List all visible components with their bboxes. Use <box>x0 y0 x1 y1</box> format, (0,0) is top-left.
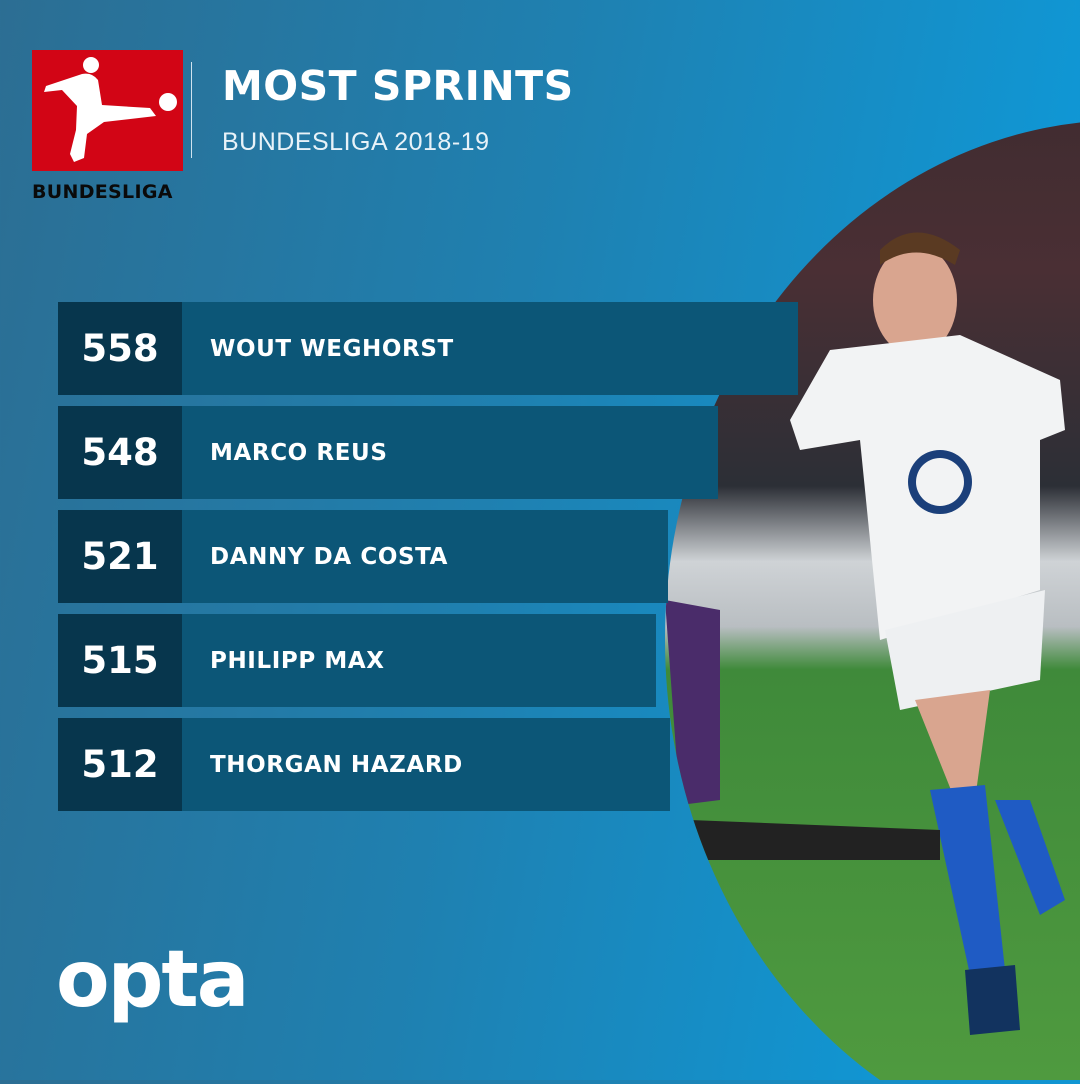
player-name: MARCO REUS <box>182 406 718 499</box>
opta-logo: opta <box>56 935 249 1025</box>
player-name: PHILIPP MAX <box>182 614 656 707</box>
sprint-count: 521 <box>58 510 182 603</box>
player-name: DANNY DA COSTA <box>182 510 668 603</box>
kicking-player-icon <box>44 57 177 162</box>
page-subtitle: BUNDESLIGA 2018-19 <box>222 128 490 156</box>
page-title: MOST SPRINTS <box>222 62 574 110</box>
bundesliga-logo-text: BUNDESLIGA <box>32 181 173 203</box>
sprint-count: 548 <box>58 406 182 499</box>
ranking-row: 548 MARCO REUS <box>58 406 718 499</box>
sprint-count: 512 <box>58 718 182 811</box>
ranking-row: 515 PHILIPP MAX <box>58 614 656 707</box>
ranking-row: 558 WOUT WEGHORST <box>58 302 798 395</box>
bundesliga-logo <box>32 50 183 171</box>
sprint-count: 515 <box>58 614 182 707</box>
ranking-row: 521 DANNY DA COSTA <box>58 510 668 603</box>
header-divider <box>191 62 192 158</box>
ranking-row: 512 THORGAN HAZARD <box>58 718 670 811</box>
player-name: WOUT WEGHORST <box>182 302 798 395</box>
sprint-count: 558 <box>58 302 182 395</box>
player-name: THORGAN HAZARD <box>182 718 670 811</box>
